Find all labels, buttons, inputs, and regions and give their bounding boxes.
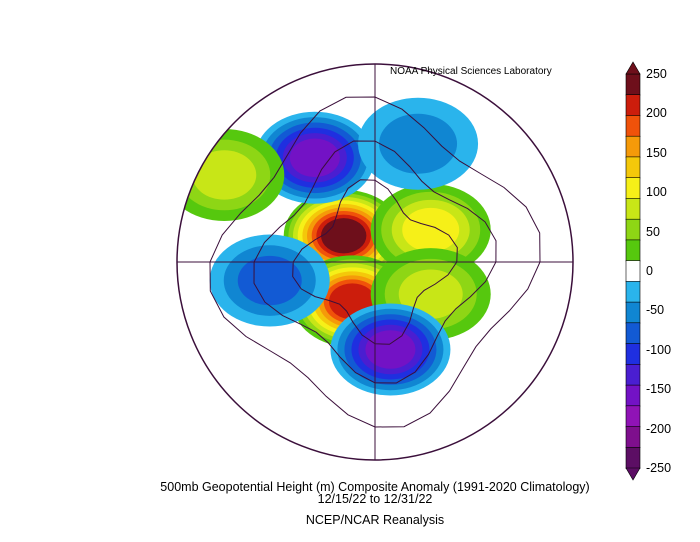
date-range: 12/15/22 to 12/31/22 — [317, 492, 433, 506]
colorbar-segment — [625, 405, 641, 428]
colorbar-segment — [625, 115, 641, 138]
credit-label: NOAA Physical Sciences Laboratory — [390, 66, 552, 77]
colorbar-tick-label: 250 — [646, 67, 667, 81]
anomaly-contour — [402, 207, 460, 252]
colorbar-tick-label: 0 — [646, 264, 653, 278]
colorbar-segment — [625, 218, 641, 241]
anomaly-center — [177, 128, 285, 221]
anomaly-contour — [237, 255, 302, 306]
colorbar-segment — [625, 239, 641, 262]
colorbar-segment — [625, 343, 641, 366]
data-source: NCEP/NCAR Reanalysis — [305, 513, 445, 527]
colorbar-segment — [625, 177, 641, 200]
colorbar-segment — [625, 322, 641, 345]
colorbar-segment — [625, 94, 641, 117]
colorbar-segment — [625, 260, 641, 283]
colorbar-segment — [625, 384, 641, 407]
colorbar-segment — [625, 446, 641, 469]
colorbar-tick-label: 200 — [646, 106, 667, 121]
anomaly-contour — [365, 330, 416, 369]
colorbar-max-arrow — [625, 61, 641, 75]
anomaly-contour — [379, 113, 458, 174]
anomaly-contour — [398, 269, 463, 319]
colorbar-segment — [625, 301, 641, 324]
anomaly-center — [358, 97, 479, 190]
colorbar-segment — [625, 135, 641, 158]
colorbar-tick-label: 150 — [646, 145, 667, 160]
colorbar — [625, 61, 641, 481]
anomaly-center — [370, 183, 491, 276]
colorbar-segment — [625, 198, 641, 220]
anomaly-contour — [289, 138, 340, 178]
anomaly-contour — [320, 218, 367, 254]
colorbar-tick-label: -100 — [646, 342, 672, 357]
colorbar-tick-label: -250 — [646, 461, 672, 475]
colorbar-segment — [625, 73, 641, 96]
colorbar-tick-label: -50 — [646, 303, 665, 318]
map-title: 500mb Geopotential Height (m) Composite … — [160, 480, 590, 494]
anomaly-center — [209, 234, 330, 327]
anomaly-center — [330, 303, 451, 396]
colorbar-segment — [625, 426, 641, 449]
anomaly-contour — [192, 150, 257, 200]
colorbar-segment — [625, 281, 641, 303]
colorbar-segment — [625, 363, 641, 386]
colorbar-segment — [625, 156, 641, 179]
colorbar-tick-label: -150 — [646, 382, 672, 397]
colorbar-tick-label: -200 — [646, 421, 672, 436]
colorbar-tick-label: 50 — [646, 224, 660, 239]
colorbar-min-arrow — [625, 467, 641, 481]
anomaly-center — [254, 111, 375, 204]
colorbar-tick-label: 100 — [646, 185, 667, 200]
